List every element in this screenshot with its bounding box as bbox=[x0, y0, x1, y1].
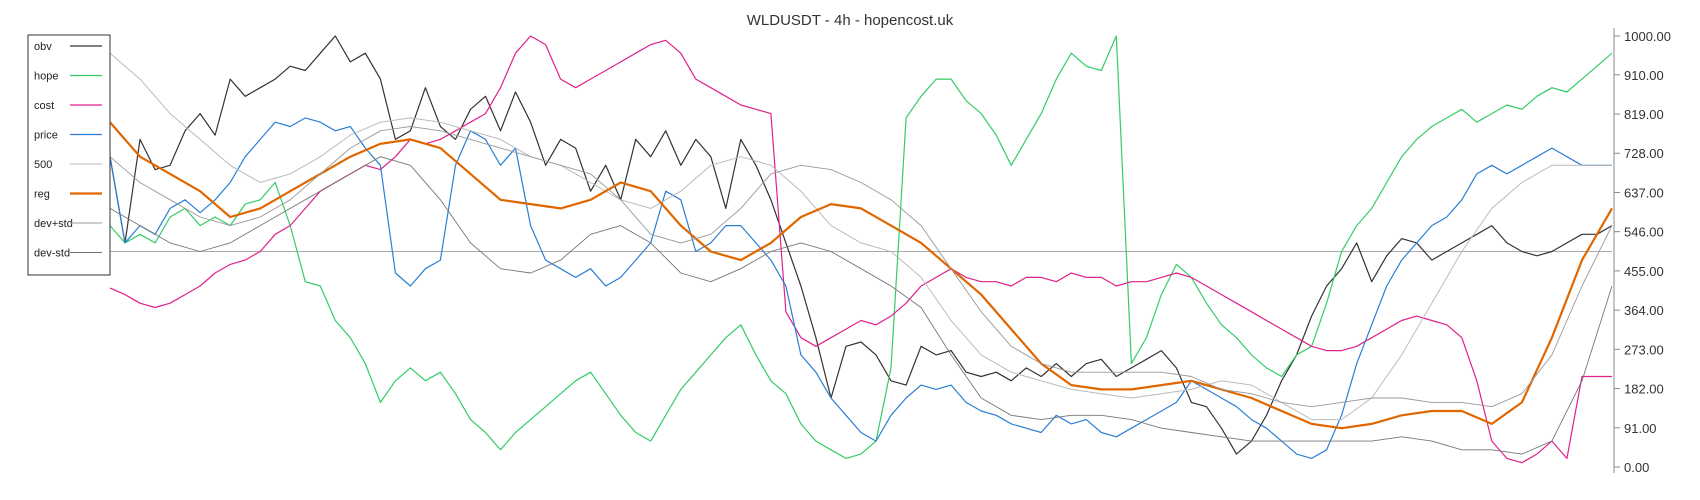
y-tick-label: 273.00 bbox=[1624, 342, 1664, 357]
series-lines bbox=[109, 35, 1613, 464]
series-line-price bbox=[109, 117, 1612, 459]
series-line-obv bbox=[109, 35, 1613, 455]
legend-label: price bbox=[34, 130, 58, 142]
y-tick-label: 728.00 bbox=[1624, 146, 1664, 161]
y-axis: 0.00 91.00 182.00 273.00 364.00 455.00 546.00 6… bbox=[1613, 28, 1671, 475]
chart-title: WLDUSDT - 4h - hopencost.uk bbox=[747, 12, 954, 29]
legend-label: reg bbox=[34, 189, 50, 201]
series-line-dev-std bbox=[109, 156, 1613, 455]
legend-label: dev-std bbox=[34, 248, 70, 260]
legend-label: 500 bbox=[34, 159, 52, 171]
y-tick-label: 546.00 bbox=[1624, 225, 1664, 240]
y-tick-label: 91.00 bbox=[1624, 421, 1657, 436]
y-tick-label: 0.00 bbox=[1624, 460, 1649, 475]
y-tick-label: 1000.00 bbox=[1624, 29, 1671, 44]
y-tick-label: 637.00 bbox=[1624, 185, 1664, 200]
series-line-hope bbox=[109, 35, 1613, 459]
y-tick-label: 455.00 bbox=[1624, 264, 1664, 279]
y-tick-label: 182.00 bbox=[1624, 382, 1664, 397]
legend: obv hope cost price 500 reg dev+std dev-std bbox=[27, 34, 111, 276]
series-line-cost bbox=[109, 35, 1612, 464]
y-tick-label: 910.00 bbox=[1624, 68, 1664, 83]
legend-label: hope bbox=[34, 71, 58, 83]
y-tick-label: 364.00 bbox=[1624, 303, 1664, 318]
series-line-reg bbox=[109, 121, 1613, 430]
legend-label: dev+std bbox=[34, 218, 73, 230]
y-tick-label: 819.00 bbox=[1624, 107, 1664, 122]
legend-label: obv bbox=[34, 41, 52, 53]
legend-label: cost bbox=[34, 100, 54, 112]
series-line-dev-std bbox=[109, 126, 1613, 408]
series-line-500 bbox=[109, 52, 1612, 421]
